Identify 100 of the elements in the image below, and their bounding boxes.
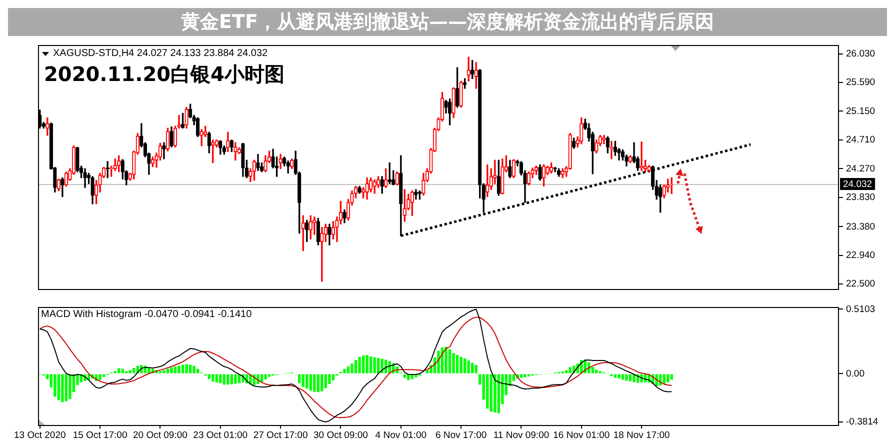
bar <box>230 374 234 384</box>
bar <box>628 374 632 382</box>
text: 黄金ETF，从避风港到撤退站——深度解析资金流出的背后原因 <box>8 8 887 36</box>
bar <box>369 356 372 374</box>
candlestick <box>90 176 94 204</box>
candlestick <box>508 160 512 178</box>
bar <box>460 356 462 374</box>
candlestick <box>361 187 366 198</box>
x-tick-label: 18 Nov 17:00 <box>613 430 670 441</box>
candlestick <box>320 227 324 282</box>
bar <box>313 374 316 392</box>
bar <box>208 374 210 380</box>
bar <box>320 374 324 392</box>
y-tick-label: 24.710 <box>846 134 876 146</box>
bar <box>332 374 335 380</box>
x-tick-label: 6 Nov 17:00 <box>435 430 487 441</box>
x-tick-label: 23 Oct 01:00 <box>193 430 248 441</box>
bar <box>219 374 222 384</box>
candlestick <box>455 67 460 108</box>
x-tick-label: 27 Oct 17:00 <box>253 430 308 441</box>
bar <box>444 346 448 374</box>
candlestick <box>486 164 490 198</box>
bar <box>178 366 180 374</box>
bar <box>328 374 331 384</box>
bar <box>437 350 440 374</box>
bar <box>618 374 620 379</box>
bar <box>366 355 368 374</box>
candlestick <box>628 155 632 164</box>
x-tick-label: 15 Oct 17:00 <box>72 430 128 441</box>
bar <box>324 374 328 388</box>
bar <box>57 374 60 400</box>
bar <box>662 374 666 384</box>
candlestick <box>166 128 170 152</box>
annotation: XAGUSD-STD,H4 24.027 24.133 23.884 24.032 <box>53 48 268 60</box>
bar <box>452 352 455 374</box>
y-tick-label: 0.00 <box>846 368 864 380</box>
bar <box>670 374 674 380</box>
bar <box>350 363 354 374</box>
candlestick <box>560 168 564 178</box>
candlestick <box>526 172 531 186</box>
bar <box>354 360 358 374</box>
candlestick <box>640 142 644 171</box>
candlestick <box>602 135 606 144</box>
x-tick-label: 13 Oct 2020 <box>14 430 66 441</box>
bar <box>215 374 218 382</box>
y-tick-label: 22.500 <box>846 278 876 290</box>
bar <box>666 374 670 382</box>
bar <box>467 360 470 374</box>
bar <box>185 364 188 374</box>
bar <box>264 374 267 380</box>
bar <box>494 374 496 412</box>
candlestick <box>342 209 346 224</box>
candlestick <box>234 142 238 160</box>
bar <box>222 374 226 385</box>
candlestick <box>452 87 456 118</box>
bar <box>309 374 312 391</box>
candlestick <box>358 186 362 194</box>
bar <box>306 374 308 389</box>
y-tick-label: 24.270 <box>846 163 876 174</box>
y-tick-label: 23.380 <box>846 221 876 232</box>
candlestick <box>162 142 166 160</box>
bar <box>520 374 523 378</box>
bar <box>625 374 628 381</box>
y-tick-label: 26.030 <box>846 48 876 60</box>
bar <box>212 374 214 382</box>
bar <box>614 374 617 378</box>
bar <box>170 367 173 374</box>
candlestick <box>207 132 211 154</box>
candlestick <box>410 190 414 216</box>
x-tick-label: 16 Nov 01:00 <box>553 430 610 441</box>
candlestick <box>422 172 426 196</box>
bar <box>497 374 500 414</box>
candlestick <box>365 177 369 200</box>
candlestick <box>308 215 312 240</box>
bar <box>298 374 301 384</box>
bar <box>568 367 572 374</box>
bar <box>260 374 264 382</box>
bar <box>373 357 376 374</box>
bar <box>54 374 56 397</box>
bar <box>268 374 271 377</box>
candlestick <box>83 168 87 188</box>
bar <box>490 374 492 412</box>
candlestick <box>184 106 188 129</box>
bar <box>162 370 166 374</box>
bar <box>226 374 230 385</box>
bar <box>486 374 489 409</box>
candlestick <box>372 179 376 194</box>
bar <box>621 374 624 380</box>
x-tick-label: 20 Oct 09:00 <box>133 430 188 441</box>
bar <box>448 349 452 374</box>
bar <box>166 368 170 374</box>
bar <box>376 358 380 374</box>
bar <box>234 374 237 384</box>
bar <box>316 374 320 392</box>
candlestick <box>572 138 576 149</box>
candlestick <box>256 154 260 171</box>
bar <box>380 358 384 374</box>
bar <box>456 355 459 374</box>
bar <box>61 374 64 402</box>
candlestick <box>278 154 282 169</box>
